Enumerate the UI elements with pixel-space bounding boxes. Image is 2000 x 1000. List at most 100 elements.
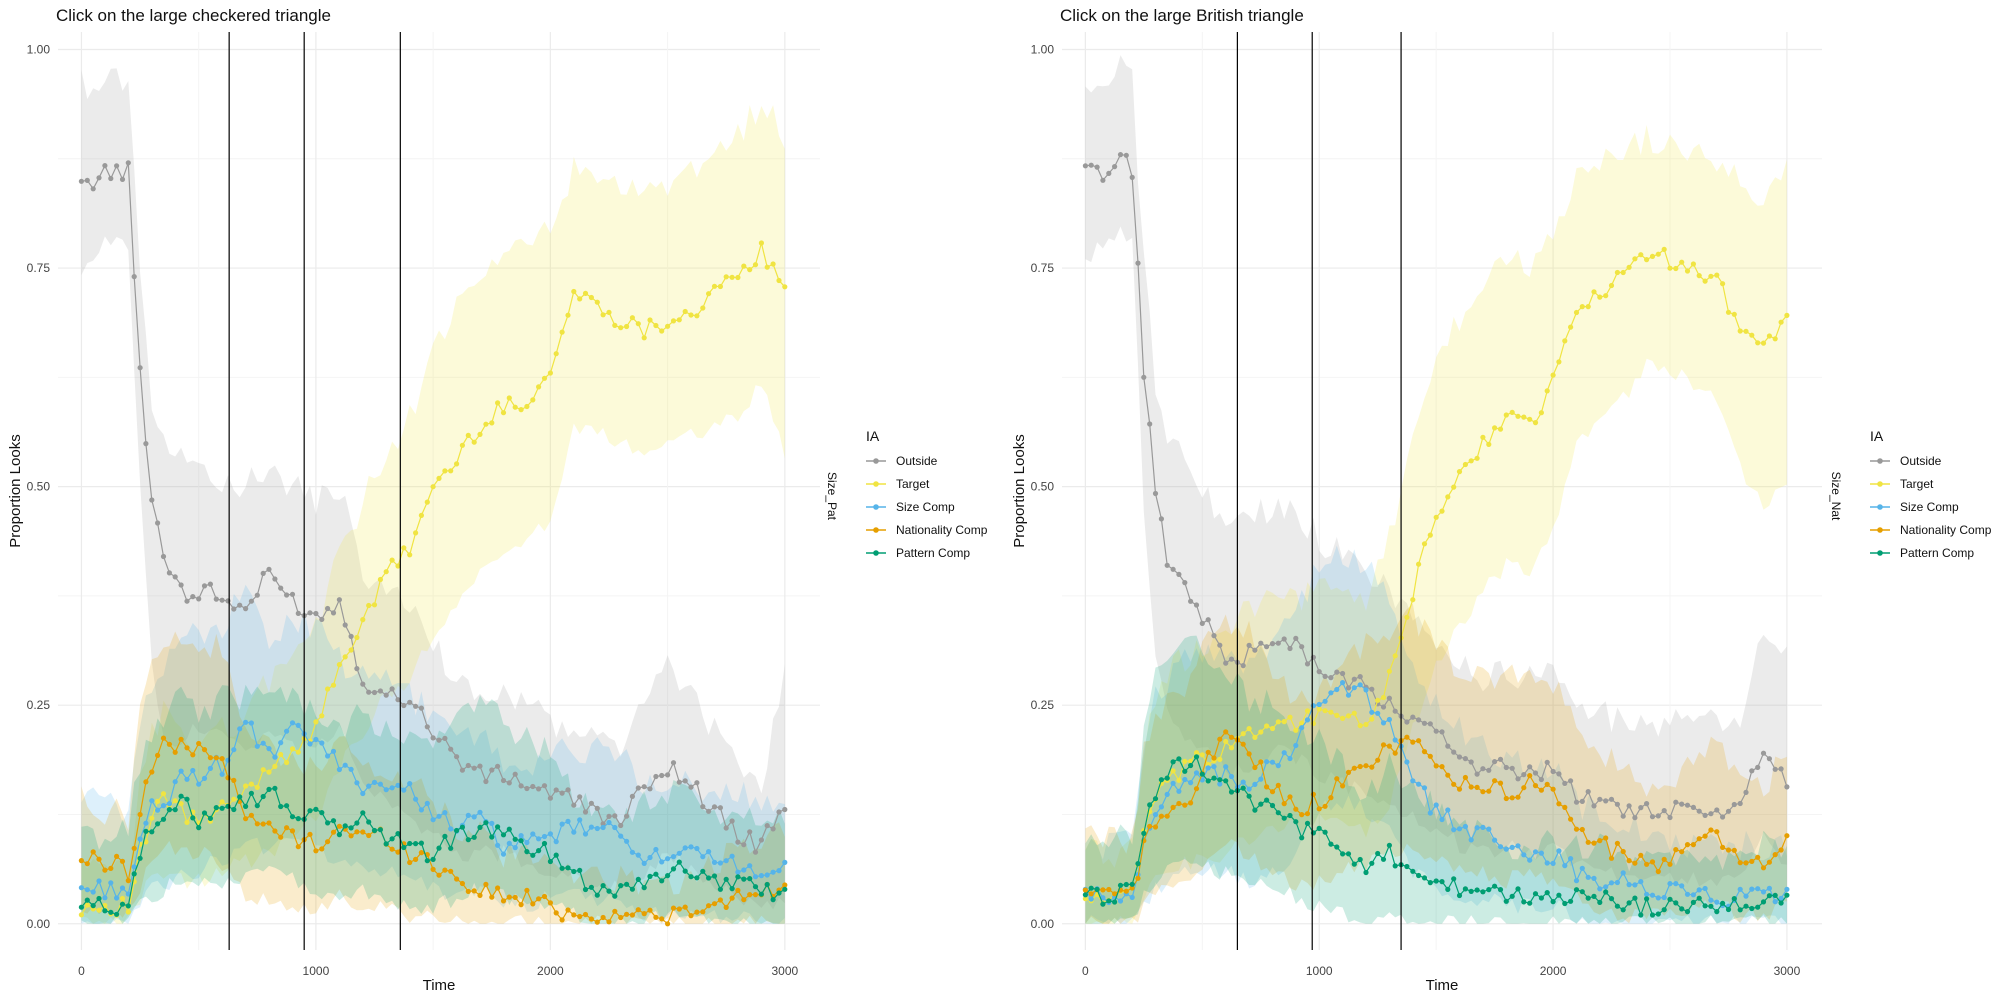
data-point (500, 851, 507, 857)
data-point (1725, 847, 1732, 853)
data-point (483, 778, 489, 785)
data-point (1521, 785, 1527, 791)
data-point (471, 765, 477, 771)
data-point (1182, 802, 1188, 808)
data-point (155, 752, 161, 759)
data-point (336, 597, 342, 603)
confidence-band-nationality-comp (81, 631, 785, 924)
data-point (119, 176, 126, 182)
data-point (1275, 719, 1281, 725)
data-point (1252, 764, 1258, 771)
data-point (459, 824, 465, 830)
data-point (1550, 899, 1556, 905)
data-point (1129, 894, 1135, 901)
data-point (160, 553, 167, 560)
data-point (670, 905, 677, 911)
data-point (582, 831, 589, 837)
data-point (1170, 780, 1176, 786)
data-point (665, 772, 671, 778)
data-point (1357, 682, 1363, 688)
data-point (389, 846, 395, 852)
data-point (166, 801, 172, 807)
y-tick-label: 0.75 (1031, 261, 1055, 275)
data-point (1386, 668, 1392, 674)
data-point (1550, 372, 1556, 378)
data-point (1614, 801, 1620, 807)
legend-title: IA (866, 428, 880, 444)
data-point (1193, 750, 1200, 756)
data-point (512, 836, 518, 842)
data-point (1480, 434, 1486, 440)
data-point (1246, 751, 1252, 757)
data-point (559, 790, 565, 796)
data-point (618, 325, 624, 331)
data-point (1562, 804, 1568, 811)
data-point (348, 633, 354, 640)
data-point (764, 264, 770, 270)
data-point (1527, 773, 1533, 779)
data-point (553, 351, 559, 357)
data-point (547, 900, 554, 906)
data-point (1755, 904, 1761, 910)
data-point (319, 740, 325, 746)
data-point (436, 845, 442, 851)
data-point (676, 859, 682, 865)
data-point (1644, 257, 1650, 263)
data-point (1451, 749, 1457, 755)
data-point (1585, 839, 1591, 845)
data-point (1527, 764, 1533, 770)
data-point (1515, 794, 1521, 800)
data-point (313, 610, 319, 617)
data-point (1246, 793, 1252, 799)
data-point (1456, 754, 1463, 760)
data-point (512, 771, 518, 777)
data-point (1445, 772, 1451, 778)
data-point (1655, 868, 1661, 875)
data-point (1299, 835, 1305, 841)
data-point (1410, 714, 1416, 720)
data-point (1649, 253, 1656, 259)
data-point (1766, 885, 1772, 891)
data-point (1328, 795, 1334, 801)
data-point (1334, 776, 1340, 782)
data-point (588, 294, 595, 301)
data-point (624, 323, 630, 330)
data-point (1199, 752, 1205, 758)
data-point (348, 833, 354, 839)
y-tick-label: 0.50 (1031, 480, 1055, 494)
data-point (84, 902, 90, 908)
series-target (78, 240, 788, 918)
data-point (149, 769, 155, 775)
data-point (629, 849, 636, 855)
data-point (1538, 850, 1544, 856)
data-point (647, 786, 653, 792)
data-point (1743, 903, 1749, 909)
data-point (278, 834, 284, 840)
data-point (629, 886, 636, 892)
data-point (694, 845, 700, 852)
data-point (1176, 788, 1182, 794)
data-point (1439, 729, 1445, 735)
data-point (1421, 749, 1428, 755)
data-point (1164, 791, 1170, 798)
data-point (606, 813, 612, 820)
data-point (295, 722, 301, 729)
data-point (1310, 830, 1316, 836)
data-point (782, 806, 788, 813)
data-point (407, 781, 413, 787)
data-point (489, 420, 495, 426)
data-point (184, 819, 190, 826)
data-point (1404, 863, 1410, 870)
data-point (764, 872, 770, 878)
data-point (670, 854, 677, 860)
data-point (190, 767, 196, 774)
data-point (1497, 756, 1504, 762)
data-point (1310, 791, 1316, 797)
data-point (1737, 328, 1743, 334)
data-point (624, 813, 630, 819)
data-point (1170, 768, 1176, 774)
data-point (465, 812, 471, 819)
data-point (1626, 264, 1632, 270)
data-point (1497, 887, 1504, 893)
data-point (1416, 717, 1422, 723)
